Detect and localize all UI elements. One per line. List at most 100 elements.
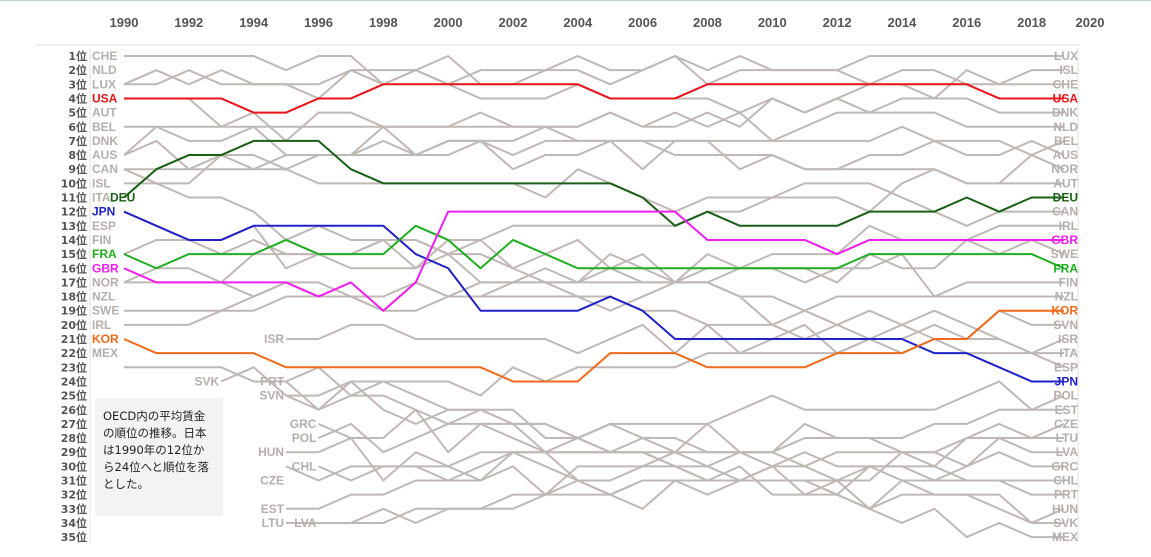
series-line-svk bbox=[220, 366, 1064, 524]
x-tick-label: 2010 bbox=[758, 15, 787, 30]
y-tick-label: 31位 bbox=[61, 474, 87, 488]
x-tick-label: 1996 bbox=[304, 15, 333, 30]
x-axis: 1990 1992 1994 1996 1998 2000 2002 2004 2006 2008… bbox=[35, 15, 1105, 46]
end-label-nor: NOR bbox=[1051, 162, 1078, 176]
y-tick-label: 21位 bbox=[61, 332, 87, 346]
end-label-est: EST bbox=[1055, 403, 1079, 417]
start-label-swe: SWE bbox=[92, 304, 119, 318]
series-line-gbr bbox=[123, 210, 1064, 312]
join-label-pol: POL bbox=[292, 431, 317, 445]
end-label-irl: IRL bbox=[1059, 219, 1078, 233]
y-tick-label: 3位 bbox=[68, 77, 87, 91]
join-label-hun: HUN bbox=[258, 445, 284, 459]
y-tick-label: 14位 bbox=[61, 233, 87, 247]
x-tick-label: 2012 bbox=[823, 15, 852, 30]
note-line: ら24位へと順位を落 bbox=[103, 460, 210, 474]
x-tick-label: 1990 bbox=[110, 15, 139, 30]
series-line-bel bbox=[124, 125, 1065, 157]
y-tick-label: 11位 bbox=[61, 191, 87, 205]
start-label-gbr: GBR bbox=[92, 261, 119, 275]
end-label-svk: SVK bbox=[1053, 516, 1078, 530]
end-label-nzl: NZL bbox=[1055, 290, 1078, 304]
end-label-gbr: GBR bbox=[1051, 233, 1078, 247]
note-line: とした。 bbox=[103, 477, 149, 491]
start-label-mex: MEX bbox=[92, 346, 118, 360]
y-tick-label: 17位 bbox=[61, 275, 87, 289]
y-tick-label: 23位 bbox=[61, 360, 87, 374]
end-label-fin: FIN bbox=[1059, 275, 1078, 289]
series-line-can bbox=[124, 168, 1064, 227]
y-tick-label: 16位 bbox=[61, 261, 87, 275]
y-tick-label: 1位 bbox=[68, 49, 87, 63]
end-label-isl: ISL bbox=[1059, 63, 1078, 77]
end-label-grc: GRC bbox=[1051, 459, 1078, 473]
end-label-kor: KOR bbox=[1051, 304, 1078, 318]
end-label-pol: POL bbox=[1053, 389, 1078, 403]
start-label-kor: KOR bbox=[92, 332, 119, 346]
series-line-lva bbox=[318, 437, 1064, 524]
join-label-est: EST bbox=[261, 502, 285, 516]
x-tick-label: 2006 bbox=[628, 15, 657, 30]
series-line-deu bbox=[123, 139, 1064, 227]
series-line-fra bbox=[123, 224, 1065, 270]
y-tick-label: 18位 bbox=[61, 290, 87, 304]
end-label-chl: CHL bbox=[1053, 474, 1078, 488]
series-line-pol bbox=[318, 380, 1065, 454]
y-tick-label: 19位 bbox=[61, 304, 87, 318]
x-tick-label: 2014 bbox=[887, 15, 917, 30]
y-tick-label: 7位 bbox=[68, 134, 87, 148]
note-line: の順位の推移。日本 bbox=[103, 426, 207, 440]
y-tick-label: 34位 bbox=[61, 516, 87, 530]
end-label-ltu: LTU bbox=[1056, 431, 1078, 445]
join-label-cze: CZE bbox=[260, 474, 284, 488]
series-line-fin bbox=[123, 224, 1064, 298]
x-tick-label: 2020 bbox=[1076, 15, 1105, 30]
y-tick-label: 35位 bbox=[61, 530, 87, 544]
series-line-usa bbox=[124, 83, 1064, 114]
x-tick-label: 1994 bbox=[239, 15, 269, 30]
note-line: は1990年の12位か bbox=[103, 443, 205, 457]
series-line-aus bbox=[123, 139, 1065, 171]
series-line-isl bbox=[123, 69, 1064, 185]
y-tick-label: 15位 bbox=[61, 247, 87, 261]
y-tick-label: 22位 bbox=[61, 346, 87, 360]
x-tick-label: 2008 bbox=[693, 15, 722, 30]
start-label-che: CHE bbox=[92, 49, 117, 63]
annotation-note: OECD内の平均賃金 の順位の推移。日本 は1990年の12位か ら24位へと順… bbox=[95, 398, 223, 516]
x-tick-label: 2016 bbox=[952, 15, 981, 30]
join-label-svk: SVK bbox=[195, 374, 220, 388]
start-label-aus: AUS bbox=[92, 148, 117, 162]
series-line-chl bbox=[318, 451, 1064, 496]
start-label-deu: DEU bbox=[110, 191, 135, 205]
end-label-bel: BEL bbox=[1054, 134, 1078, 148]
end-label-usa: USA bbox=[1053, 91, 1079, 105]
start-label-esp: ESP bbox=[92, 219, 116, 233]
highlighted-series bbox=[123, 83, 1065, 383]
y-tick-label: 20位 bbox=[61, 318, 87, 332]
background-series bbox=[123, 55, 1065, 539]
start-label-can: CAN bbox=[92, 162, 118, 176]
series-line-che bbox=[124, 55, 1064, 100]
x-tick-label: 1992 bbox=[174, 15, 203, 30]
y-tick-label: 29位 bbox=[61, 445, 87, 459]
end-label-dnk: DNK bbox=[1052, 106, 1078, 120]
start-label-dnk: DNK bbox=[92, 134, 118, 148]
y-tick-label: 26位 bbox=[61, 403, 87, 417]
end-label-deu: DEU bbox=[1053, 191, 1078, 205]
y-tick-label: 6位 bbox=[68, 120, 87, 134]
y-tick-label: 25位 bbox=[61, 389, 87, 403]
y-tick-label: 28位 bbox=[61, 431, 87, 445]
x-tick-label: 2018 bbox=[1017, 15, 1046, 30]
y-tick-label: 8位 bbox=[68, 148, 87, 162]
x-tick-label: 1998 bbox=[369, 15, 398, 30]
join-label-chl: CHL bbox=[292, 459, 317, 473]
end-label-lva: LVA bbox=[1056, 445, 1079, 459]
end-label-jpn: JPN bbox=[1055, 374, 1078, 388]
start-label-nld: NLD bbox=[92, 63, 117, 77]
top-rule bbox=[0, 0, 1151, 1]
start-label-nzl: NZL bbox=[92, 290, 115, 304]
start-label-lux: LUX bbox=[92, 77, 116, 91]
y-tick-label: 13位 bbox=[61, 219, 87, 233]
y-tick-label: 9位 bbox=[68, 162, 87, 176]
